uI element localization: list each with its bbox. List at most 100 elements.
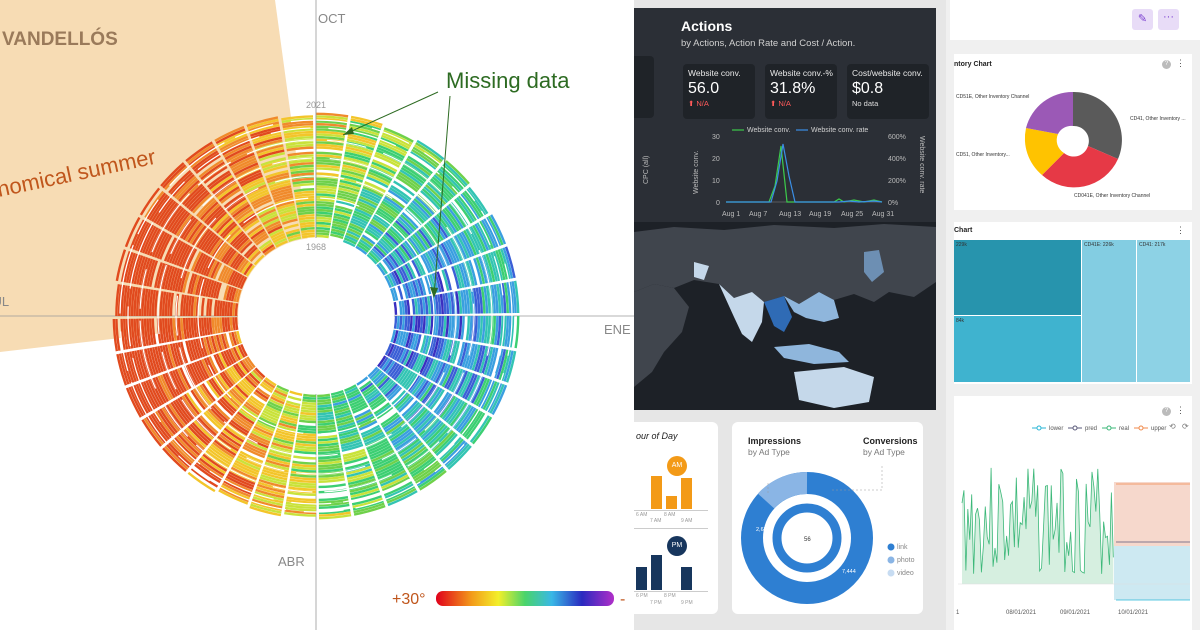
temperature-ring-segment bbox=[513, 280, 520, 313]
temperature-ring-segment bbox=[365, 390, 380, 402]
treemap-tile[interactable] bbox=[954, 316, 1081, 382]
temperature-ring-segment bbox=[318, 511, 351, 517]
pm-badge: PM bbox=[667, 536, 687, 556]
temperature-ring-segment bbox=[294, 447, 317, 452]
temperature-ring-segment bbox=[197, 416, 217, 436]
am-bar[interactable] bbox=[651, 476, 662, 509]
temperature-ring-segment bbox=[445, 315, 450, 338]
forecast-line-chart[interactable]: lower pred real upper 1 08/01/2021 09/01… bbox=[954, 396, 1192, 630]
temperature-ring-segment bbox=[230, 287, 237, 302]
kpi-cost-per-conv[interactable]: Cost/website conv. $0.8 No data bbox=[847, 64, 929, 119]
temperature-ring-segment bbox=[179, 367, 192, 390]
temperature-ring-segment bbox=[237, 344, 246, 358]
pm-bar[interactable] bbox=[636, 567, 647, 590]
treemap-tile[interactable] bbox=[1137, 240, 1190, 382]
temperature-ring-segment bbox=[170, 171, 194, 196]
temperature-ring-segment bbox=[340, 172, 364, 181]
temperature-ring-segment bbox=[380, 137, 409, 152]
temperature-ring-segment bbox=[434, 337, 443, 358]
temperature-ring-segment bbox=[240, 215, 257, 228]
temperature-ring-segment bbox=[373, 245, 386, 258]
temperature-ring-segment bbox=[205, 410, 224, 428]
impressions-donut[interactable]: 56 2,684 7,444 link photo video bbox=[732, 458, 923, 614]
temperature-ring-segment bbox=[483, 218, 499, 248]
temperature-ring-segment bbox=[266, 174, 290, 184]
edit-icon[interactable]: ✎ bbox=[1132, 9, 1153, 30]
temperature-ring-segment bbox=[346, 468, 373, 478]
temperature-ring-segment bbox=[387, 343, 395, 357]
temperature-ring-segment bbox=[190, 339, 198, 360]
temperature-ring-segment bbox=[202, 233, 217, 252]
kpi-website-conv[interactable]: Website conv. 56.0 ⬆ N/A bbox=[683, 64, 755, 119]
treemap-tile[interactable] bbox=[954, 240, 1081, 315]
more-icon[interactable]: ··· bbox=[1158, 9, 1179, 30]
temperature-ring-segment bbox=[361, 427, 382, 439]
temperature-ring-segment bbox=[435, 433, 458, 457]
temperature-ring-segment bbox=[209, 238, 223, 256]
missing-data-gap bbox=[197, 197, 435, 435]
temperature-ring-segment bbox=[412, 146, 440, 167]
temperature-ring-segment bbox=[217, 219, 234, 236]
temperature-ring-segment bbox=[390, 288, 396, 302]
temperature-ring-segment bbox=[251, 131, 282, 142]
am-bar[interactable] bbox=[681, 478, 692, 509]
am-bar[interactable] bbox=[666, 496, 677, 509]
temperature-ring-segment bbox=[172, 318, 177, 341]
temperature-ring-segment bbox=[224, 477, 253, 493]
zoom-reset-icon[interactable]: ⟲ bbox=[1169, 422, 1176, 431]
temperature-ring-segment bbox=[400, 442, 424, 460]
temperature-ring-segment bbox=[379, 469, 406, 485]
temperature-ring-segment bbox=[406, 238, 420, 256]
temperature-ring-segment bbox=[372, 216, 389, 229]
temperature-ring-segment bbox=[475, 287, 481, 314]
temperature-ring-segment bbox=[412, 233, 426, 252]
temperature-ring-segment bbox=[402, 350, 412, 366]
temperature-ring-segment bbox=[343, 453, 367, 463]
temperature-ring-segment bbox=[427, 250, 439, 271]
temperature-ring-segment bbox=[188, 189, 209, 211]
temperature-ring-segment bbox=[203, 257, 214, 276]
temperature-ring-segment bbox=[225, 268, 234, 284]
help-icon[interactable]: ? bbox=[1162, 407, 1171, 416]
world-map[interactable] bbox=[634, 222, 936, 410]
temperature-ring-segment bbox=[133, 255, 144, 285]
temperature-ring-segment bbox=[398, 300, 403, 315]
temperature-ring-segment bbox=[261, 213, 278, 223]
temperature-ring-segment bbox=[151, 230, 166, 258]
temperature-ring-segment bbox=[149, 289, 154, 317]
pm-bar[interactable] bbox=[681, 567, 692, 590]
temperature-ring-segment bbox=[393, 391, 409, 407]
impressions-conversions-card: Impressions by Ad Type Conversions by Ad… bbox=[732, 422, 923, 614]
temperature-ring-segment bbox=[254, 423, 274, 434]
temperature-ring-segment bbox=[385, 420, 405, 435]
treemap-tile[interactable] bbox=[1082, 240, 1136, 382]
temperature-ring-segment bbox=[244, 357, 254, 370]
temperature-ring-segment bbox=[292, 182, 315, 188]
menu-icon[interactable]: ⋮ bbox=[1176, 225, 1185, 235]
temperature-ring-segment bbox=[202, 278, 210, 297]
menu-icon[interactable]: ⋮ bbox=[1176, 58, 1185, 68]
temperature-ring-segment bbox=[459, 372, 473, 398]
temperature-ring-segment bbox=[282, 410, 299, 417]
temperature-ring-segment bbox=[439, 364, 451, 386]
temperature-ring-segment bbox=[224, 317, 229, 332]
am-tick: 8 AM bbox=[664, 512, 676, 518]
help-icon[interactable]: ? bbox=[1162, 60, 1171, 69]
temperature-ring-segment bbox=[217, 265, 227, 282]
temperature-ring-segment bbox=[160, 202, 179, 228]
inventory-donut-chart[interactable] bbox=[954, 54, 1192, 210]
temperature-ring-segment bbox=[473, 377, 488, 405]
zoom-icon[interactable]: ⟳ bbox=[1182, 422, 1189, 431]
temperature-ring-segment bbox=[221, 223, 238, 239]
temperature-ring-segment bbox=[153, 197, 173, 224]
temperature-ring-segment bbox=[388, 253, 400, 268]
pm-bar[interactable] bbox=[651, 555, 662, 590]
temperature-ring-segment bbox=[171, 241, 184, 265]
temperature-ring-segment bbox=[251, 500, 282, 512]
temperature-ring-segment bbox=[333, 215, 350, 222]
temperature-ring-segment bbox=[159, 374, 174, 400]
kpi-website-conv-rate[interactable]: Website conv.-% 31.8% ⬆ N/A bbox=[765, 64, 837, 119]
menu-icon[interactable]: ⋮ bbox=[1176, 405, 1185, 415]
temperature-ring-segment bbox=[220, 333, 228, 350]
temperature-ring-segment bbox=[219, 317, 224, 333]
